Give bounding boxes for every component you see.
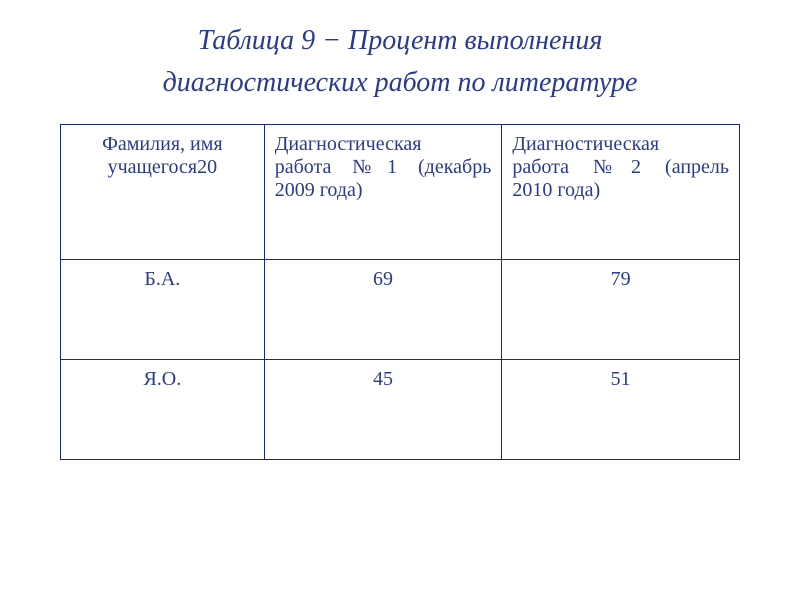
page-title: Таблица 9 − Процент выполнения диагности… bbox=[60, 20, 740, 104]
cell-value-2: 79 bbox=[502, 260, 740, 360]
table-header-row: Фамилия, имя учащегося20 Диагностическая… bbox=[61, 125, 740, 260]
cell-value-1: 69 bbox=[264, 260, 502, 360]
header-name-line2: учащегося20 bbox=[108, 156, 218, 178]
header-cell-work2: Диагностическая работа №2 (апрель 2010 г… bbox=[502, 125, 740, 260]
cell-value-2: 51 bbox=[502, 360, 740, 460]
diagnostics-table: Фамилия, имя учащегося20 Диагностическая… bbox=[60, 124, 740, 460]
cell-name: Б.А. bbox=[61, 260, 265, 360]
header-work2-line2: работа №2 (апрель bbox=[512, 156, 729, 179]
header-cell-work1: Диагностическая работа №1 (декабрь 2009 … bbox=[264, 125, 502, 260]
title-line-1: Таблица 9 − Процент выполнения bbox=[198, 25, 603, 56]
table-row: Я.О. 45 51 bbox=[61, 360, 740, 460]
cell-name: Я.О. bbox=[61, 360, 265, 460]
table-row: Б.А. 69 79 bbox=[61, 260, 740, 360]
header-work2-line1: Диагностическая bbox=[512, 133, 729, 156]
header-work1-line3: 2009 года) bbox=[275, 179, 363, 201]
cell-value-1: 45 bbox=[264, 360, 502, 460]
title-line-2: диагностических работ по литературе bbox=[163, 67, 638, 98]
header-work1-line1: Диагностическая bbox=[275, 133, 492, 156]
header-work1-line2: работа №1 (декабрь bbox=[275, 156, 492, 179]
header-name-line1: Фамилия, имя bbox=[102, 133, 222, 155]
header-work2-line3: 2010 года) bbox=[512, 179, 600, 201]
header-cell-name: Фамилия, имя учащегося20 bbox=[61, 125, 265, 260]
